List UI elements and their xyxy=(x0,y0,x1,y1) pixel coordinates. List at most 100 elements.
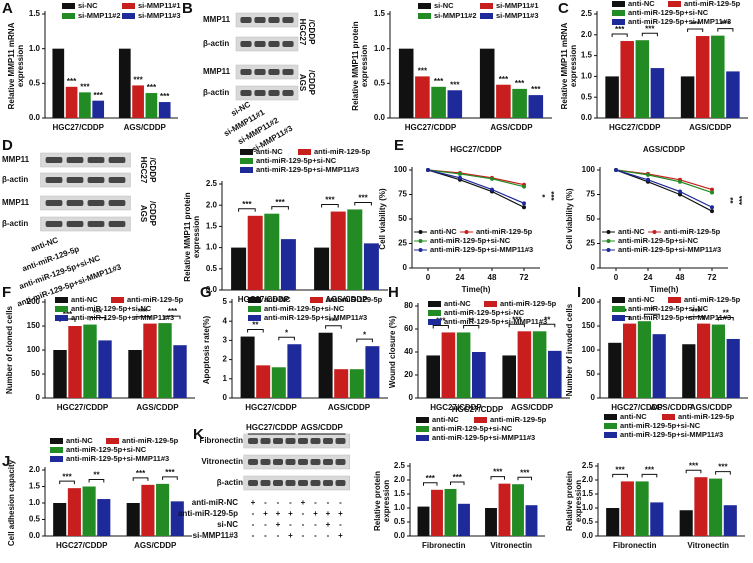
point xyxy=(678,179,682,184)
condition-mark: - xyxy=(289,520,292,529)
blot-band xyxy=(45,200,63,206)
lane-label: anti-NC xyxy=(30,235,60,253)
sig-bracket xyxy=(643,313,660,318)
blot-strip xyxy=(40,152,131,168)
x-tick-label: Fibronectin xyxy=(422,541,466,550)
bar xyxy=(247,215,263,290)
legend-swatch xyxy=(240,149,253,155)
legend-label: anti-miR-129-5p xyxy=(664,227,721,236)
bar xyxy=(52,48,65,118)
legend-swatch xyxy=(418,3,431,9)
bar xyxy=(620,481,634,536)
y-tick-label: 1.0 xyxy=(582,503,594,512)
condition-mark: - xyxy=(327,531,330,540)
blot-strip xyxy=(235,12,299,28)
y-tick-label: 25 xyxy=(398,239,407,248)
significance: *** xyxy=(275,198,285,207)
significance: *** xyxy=(615,466,625,475)
y-tick-label: 50 xyxy=(31,369,40,378)
blot-group-label: /CDDP xyxy=(148,158,157,184)
bar xyxy=(635,40,650,118)
x-tick-label: HGC27/CDDP xyxy=(609,123,661,132)
bar xyxy=(650,68,665,118)
x-tick-label: AGS/CDDP xyxy=(328,403,371,412)
y-tick-label: 1.5 xyxy=(581,51,593,60)
legend-swatch xyxy=(240,167,253,173)
x-tick-label: 0 xyxy=(426,273,431,282)
legend-swatch xyxy=(612,10,625,16)
blot-strip xyxy=(40,172,131,188)
y-tick-label: 0.0 xyxy=(394,531,406,540)
legend-label: anti-NC xyxy=(628,295,655,304)
blot-band xyxy=(323,438,333,444)
legend-swatch xyxy=(668,297,681,303)
y-tick-label: 0.0 xyxy=(581,113,593,122)
legend-swatch xyxy=(62,13,75,19)
condition-mark: + xyxy=(326,509,331,518)
y-axis-label: expression xyxy=(192,216,201,258)
y-tick-label: 80 xyxy=(404,301,413,310)
condition-mark: + xyxy=(276,520,281,529)
legend-label: anti-miR-129-5p+si-NC xyxy=(432,424,513,433)
series-line xyxy=(427,169,525,204)
significance: *** xyxy=(242,200,252,209)
legend-label: anti-miR-129-5p xyxy=(684,0,741,8)
significance: ** xyxy=(468,317,475,326)
blot-row-label: MMP11 xyxy=(2,198,30,207)
condition-label: anti-miR-NC xyxy=(192,498,238,507)
y-tick-label: 60 xyxy=(404,324,413,333)
blot-band xyxy=(282,90,294,96)
significance: *** xyxy=(515,79,525,88)
y-axis-label: expression xyxy=(360,45,369,87)
significance: *** xyxy=(93,309,103,318)
bar xyxy=(126,503,140,536)
bar xyxy=(525,505,538,536)
condition-label: si-NC xyxy=(217,520,238,529)
blot-band xyxy=(273,459,283,465)
blot-row-label: β-actin xyxy=(217,478,243,487)
bar xyxy=(447,90,463,118)
bar xyxy=(502,355,516,398)
legend-label: anti-miR-129-5p xyxy=(476,227,533,236)
y-tick-label: 2.0 xyxy=(581,30,593,39)
bar xyxy=(512,484,524,536)
bar xyxy=(92,100,105,118)
legend-marker xyxy=(464,230,469,234)
y-tick-label: 0 xyxy=(591,393,596,402)
blot-band xyxy=(108,221,126,227)
legend-label: anti-miR-129-5p+si-MMP11#3 xyxy=(71,313,174,322)
bar xyxy=(365,346,380,398)
legend-label: anti-NC xyxy=(444,299,471,308)
condition-mark: + xyxy=(338,531,343,540)
bar xyxy=(143,323,157,398)
significance: *** xyxy=(165,468,175,477)
legend-label: anti-NC xyxy=(432,415,459,424)
y-tick-label: 1.5 xyxy=(374,9,386,18)
point xyxy=(678,192,682,197)
blot-band xyxy=(260,438,271,444)
sig-bracket xyxy=(715,471,731,475)
blot-row-label: β-actin xyxy=(203,39,229,48)
x-tick-label: AGS/CDDP xyxy=(124,123,167,132)
significance: *** xyxy=(718,463,728,472)
significance: ** xyxy=(723,309,730,318)
legend-marker xyxy=(606,239,611,243)
blot-band xyxy=(108,157,126,163)
blot-band xyxy=(248,480,258,486)
bar xyxy=(620,41,634,118)
bar xyxy=(68,326,82,398)
bar xyxy=(264,213,280,290)
blot-band xyxy=(273,480,283,486)
series-line xyxy=(615,169,713,194)
bar xyxy=(417,506,430,536)
x-tick-label: AGS/CDDP xyxy=(490,123,533,132)
point xyxy=(710,209,714,214)
y-tick-label: 0.5 xyxy=(29,78,41,87)
y-tick-label: 4 xyxy=(223,316,228,325)
legend-label: anti-miR-129-5p xyxy=(490,415,547,424)
legend-label: si-MMP11#1 xyxy=(138,1,181,10)
legend-swatch xyxy=(604,423,617,429)
y-tick-label: 150 xyxy=(582,321,596,330)
y-tick-label: 75 xyxy=(586,190,595,199)
blot-band xyxy=(298,480,308,486)
